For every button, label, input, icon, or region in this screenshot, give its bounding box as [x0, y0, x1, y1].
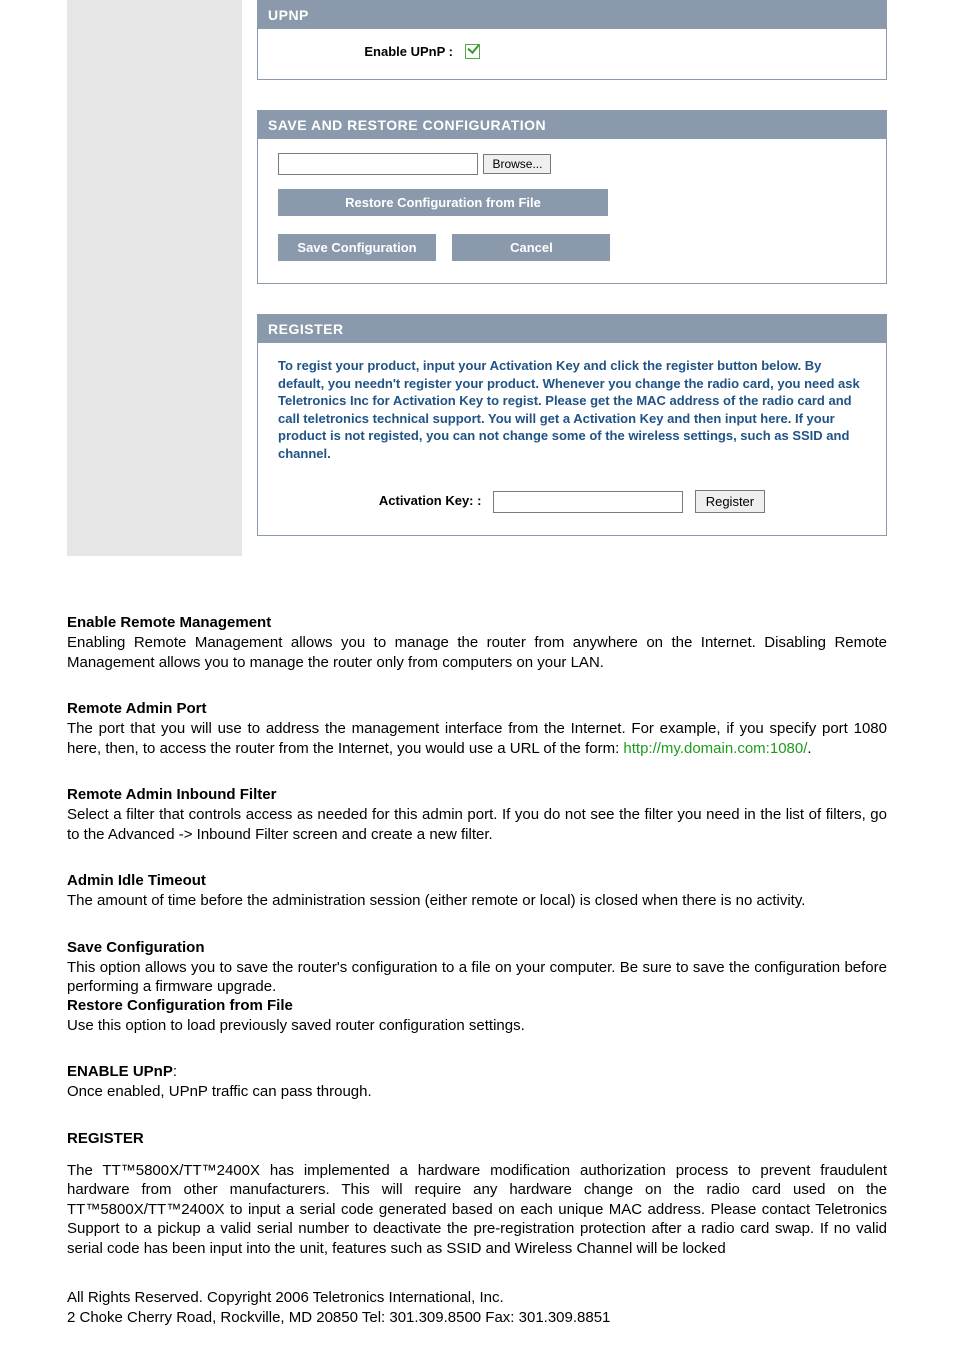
heading-restore-config: Restore Configuration from File	[67, 997, 887, 1014]
register-body: To regist your product, input your Activ…	[258, 343, 886, 535]
heading-enable-remote: Enable Remote Management	[67, 614, 887, 631]
heading-register: REGISTER	[67, 1130, 887, 1147]
save-restore-body: Browse... Restore Configuration from Fil…	[258, 139, 886, 283]
example-url-link[interactable]: http://my.domain.com:1080/	[623, 740, 807, 757]
para-idle-timeout: The amount of time before the administra…	[67, 891, 887, 911]
footer-line2: 2 Choke Cherry Road, Rockville, MD 20850…	[67, 1308, 887, 1328]
heading-enable-upnp-bold: ENABLE UPnP	[67, 1063, 173, 1080]
heading-inbound-filter: Remote Admin Inbound Filter	[67, 786, 887, 803]
browse-button[interactable]: Browse...	[483, 154, 551, 174]
left-sidebar	[67, 0, 242, 556]
documentation-region: Enable Remote Management Enabling Remote…	[0, 614, 954, 1357]
upnp-row: Enable UPnP :	[258, 29, 886, 79]
activation-key-input[interactable]	[493, 491, 683, 513]
enable-upnp-checkbox[interactable]	[465, 44, 480, 59]
page-container: UPNP Enable UPnP : SAVE AND RESTORE CONF…	[0, 0, 954, 1357]
activation-key-label: Activation Key: :	[379, 493, 482, 508]
activation-row: Activation Key: : Register	[278, 490, 866, 513]
heading-enable-upnp: ENABLE UPnP:	[67, 1063, 887, 1080]
heading-enable-upnp-colon: :	[173, 1063, 177, 1080]
para-enable-upnp: Once enabled, UPnP traffic can pass thro…	[67, 1082, 887, 1102]
upnp-header: UPNP	[258, 1, 886, 29]
main-panel: UPNP Enable UPnP : SAVE AND RESTORE CONF…	[242, 0, 887, 556]
heading-idle-timeout: Admin Idle Timeout	[67, 872, 887, 889]
config-panel-region: UPNP Enable UPnP : SAVE AND RESTORE CONF…	[0, 0, 954, 586]
heading-remote-port: Remote Admin Port	[67, 700, 887, 717]
para-remote-port-tail: .	[807, 740, 811, 757]
footer: All Rights Reserved. Copyright 2006 Tele…	[67, 1288, 887, 1327]
para-save-config: This option allows you to save the route…	[67, 958, 887, 997]
para-register: The TT™5800X/TT™2400X has implemented a …	[67, 1161, 887, 1259]
restore-config-button[interactable]: Restore Configuration from File	[278, 189, 608, 216]
save-config-button[interactable]: Save Configuration	[278, 234, 436, 261]
heading-save-config: Save Configuration	[67, 939, 887, 956]
register-instructions: To regist your product, input your Activ…	[278, 357, 866, 462]
file-row: Browse...	[278, 153, 866, 175]
footer-line1: All Rights Reserved. Copyright 2006 Tele…	[67, 1288, 887, 1308]
para-enable-remote: Enabling Remote Management allows you to…	[67, 633, 887, 672]
enable-upnp-label: Enable UPnP :	[258, 44, 453, 59]
save-restore-header: SAVE AND RESTORE CONFIGURATION	[258, 111, 886, 139]
save-restore-section: SAVE AND RESTORE CONFIGURATION Browse...…	[257, 110, 887, 284]
file-path-input[interactable]	[278, 153, 478, 175]
cancel-button[interactable]: Cancel	[452, 234, 610, 261]
register-header: REGISTER	[258, 315, 886, 343]
para-inbound-filter: Select a filter that controls access as …	[67, 805, 887, 844]
register-button[interactable]: Register	[695, 490, 765, 513]
save-cancel-row: Save Configuration Cancel	[278, 234, 866, 261]
upnp-section: UPNP Enable UPnP :	[257, 0, 887, 80]
para-restore-config: Use this option to load previously saved…	[67, 1016, 887, 1036]
register-section: REGISTER To regist your product, input y…	[257, 314, 887, 536]
para-remote-port: The port that you will use to address th…	[67, 719, 887, 758]
